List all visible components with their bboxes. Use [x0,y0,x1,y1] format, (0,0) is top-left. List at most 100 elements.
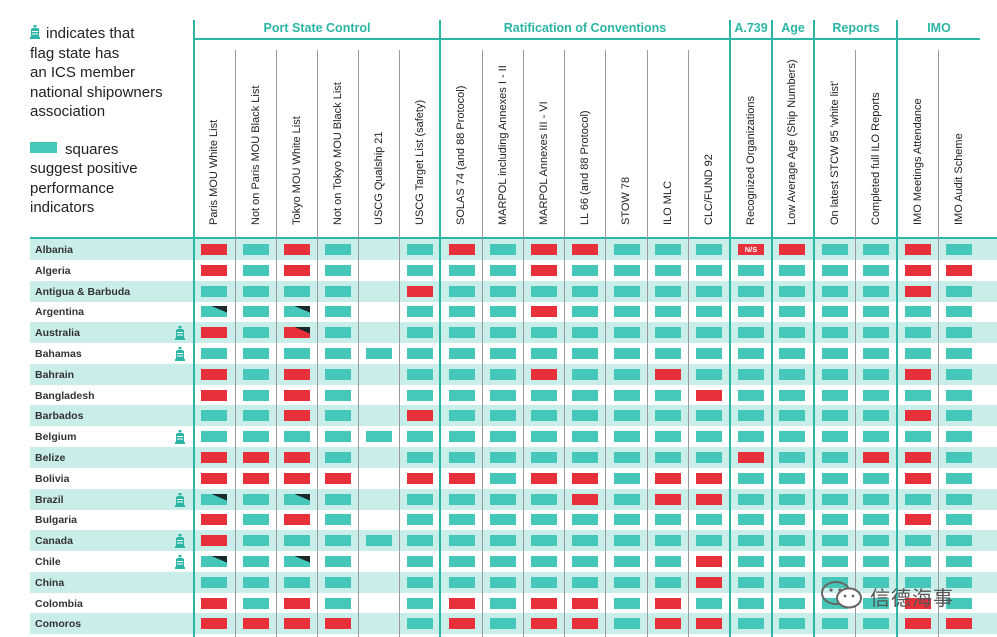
indicator-square [201,327,227,339]
indicator-square [779,306,805,318]
indicator-square [449,327,475,339]
country-name: Chile [35,556,61,568]
indicator-square [243,576,269,588]
indicator-square [779,452,805,463]
indicator-square [614,556,640,567]
indicator-square [284,431,310,443]
indicator-square [243,535,269,547]
table-row: Belize [30,447,997,468]
indicator-square [863,244,889,255]
indicator-square [531,618,557,630]
indicator-square [243,348,269,359]
col-header-6: SOLAS 74 (and 88 Protocol) [441,52,481,235]
divider-reports [813,20,815,637]
ics-member-icon [30,25,40,39]
indicator-square [655,576,681,588]
indicator-square [325,264,351,276]
table-row: China [30,571,997,593]
indicator-square [822,556,848,567]
indicator-square [284,264,310,276]
indicator-square [863,618,889,630]
indicator-square [696,410,722,422]
col-label: SOLAS 74 (and 88 Protocol) [455,85,467,225]
indicator-square [779,472,805,484]
indicator-square [738,576,764,588]
indicator-square [201,556,227,567]
group-underline [194,38,980,40]
country-name: Bahamas [35,348,82,360]
col-header-14: Low Average Age (Ship Numbers) [772,52,812,235]
indicator-square [905,493,931,505]
watermark-text: 信德海事 [870,588,954,610]
indicator-square [614,327,640,339]
indicator-square [490,493,516,505]
indicator-square [738,535,764,547]
indicator-square [325,431,351,443]
indicator-square [863,264,889,276]
legend-sq-line-4: indicators [30,199,95,216]
indicator-square [572,452,598,463]
indicator-square [696,285,722,297]
indicator-square [531,452,557,463]
indicator-square [531,535,557,547]
indicator-square [325,452,351,463]
indicator-square [905,597,931,609]
indicator-square [243,327,269,339]
indicator-square [614,285,640,297]
indicator-square [449,431,475,443]
indicator-square [243,264,269,276]
legend-ics-line-4: national shipowners [30,83,163,101]
indicator-square [863,493,889,505]
indicator-square [614,472,640,484]
col-header-8: MARPOL Annexes III - VI [524,52,564,235]
indicator-square [738,452,764,463]
country-name: Albania [35,244,73,256]
indicator-square [738,306,764,318]
indicator-square [863,452,889,463]
indicator-square [490,514,516,526]
indicator-square [655,493,681,505]
indicator-square [738,597,764,609]
indicator-square [696,431,722,443]
col-header-18: IMO Audit Scheme [939,52,979,235]
indicator-square [490,285,516,297]
indicator-square [572,618,598,630]
wechat-logo-icon [821,581,862,609]
column-separator [855,50,856,637]
indicator-square [738,514,764,526]
indicator-square [946,285,972,297]
indicator-square [614,431,640,443]
col-label: Tokyo MOU White List [291,116,303,225]
indicator-square [655,431,681,443]
indicator-square [325,410,351,422]
indicator-square [325,348,351,359]
indicator-square [655,618,681,630]
indicator-square [822,285,848,297]
indicator-square [201,306,227,318]
indicator-square [946,410,972,422]
indicator-square [572,348,598,359]
indicator-square [325,244,351,255]
indicator-square [779,597,805,609]
indicator-square [572,514,598,526]
divider-port-state [193,20,195,637]
indicator-square [284,472,310,484]
indicator-square [490,618,516,630]
indicator-square [863,306,889,318]
indicator-square [779,389,805,401]
indicator-square [325,389,351,401]
indicator-square [863,285,889,297]
indicator-square [863,327,889,339]
green-square-swatch [30,141,57,153]
indicator-square [243,431,269,443]
column-separator [317,50,318,637]
indicator-square [325,618,351,630]
indicator-square [696,493,722,505]
group-reports: Reports [814,21,898,39]
col-header-12: CLC/FUND 92 [689,52,729,235]
legend-ics-line-3: an ICS member [30,64,136,81]
indicator-square [614,493,640,505]
indicator-square [655,597,681,609]
indicator-square [284,576,310,588]
table-row: Belgium [30,426,997,447]
